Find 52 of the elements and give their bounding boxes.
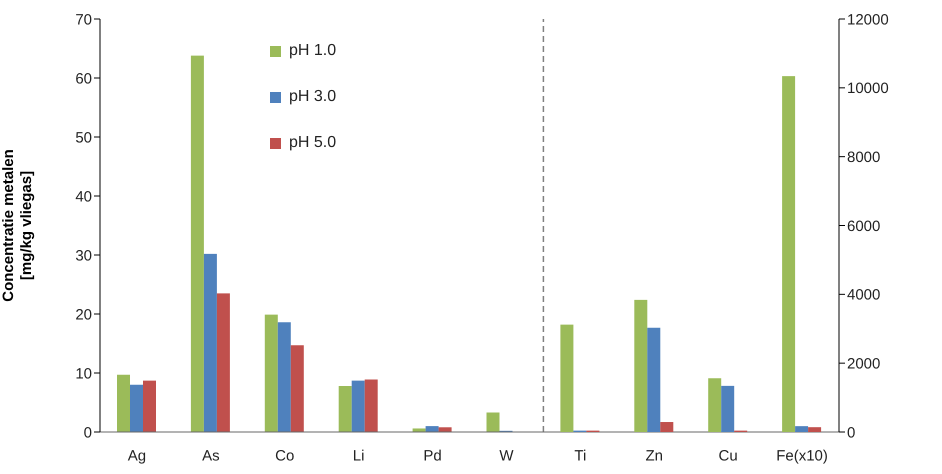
x-tick-label: Ti [574, 448, 586, 465]
bar [143, 380, 156, 432]
y2-tick-label: 12000 [847, 11, 889, 28]
x-tick-label: As [202, 448, 220, 465]
x-tick-label: Cu [718, 448, 738, 465]
y2-tick-label: 8000 [847, 148, 880, 166]
y-tick-label: 50 [75, 129, 92, 146]
bar [721, 386, 734, 432]
bar [338, 386, 352, 432]
x-tick-label: Li [352, 448, 364, 465]
y2-tick-label: 2000 [847, 355, 880, 372]
bar [782, 76, 796, 432]
y-tick-label: 70 [75, 11, 92, 28]
bar [808, 427, 822, 432]
y2-tick-label: 6000 [847, 218, 880, 235]
y-tick-label: 0 [84, 424, 92, 442]
x-tick-label: Ag [128, 448, 146, 465]
bar [264, 314, 278, 432]
bar [278, 322, 291, 432]
y-tick-label: 60 [75, 70, 92, 88]
x-tick-label: Co [275, 448, 294, 465]
bar [130, 384, 143, 432]
bar [190, 56, 204, 432]
y-tick-label: 10 [75, 365, 92, 382]
y-tick-label: 20 [75, 306, 92, 324]
y2-tick-label: 10000 [847, 80, 889, 98]
bar [647, 328, 660, 432]
bar [634, 300, 648, 432]
bar [290, 345, 304, 432]
y2-tick-label: 0 [847, 424, 856, 442]
y-axis-title: Concentratie metalen [mg/kg vliegas] [0, 149, 35, 302]
bar [117, 374, 130, 432]
bar [560, 324, 574, 432]
bar [352, 380, 365, 432]
bar [426, 426, 439, 432]
bar [486, 412, 500, 432]
legend-label: pH 3.0 [289, 88, 336, 106]
bar [660, 422, 674, 432]
x-tick-label: Pd [423, 448, 442, 465]
bar [795, 426, 808, 432]
x-tick-label: Fe(x10) [776, 448, 828, 465]
y2-tick-label: 4000 [847, 286, 880, 304]
legend-label: pH 1.0 [289, 42, 336, 60]
legend-label: pH 5.0 [289, 134, 336, 152]
x-tick-label: W [499, 448, 514, 465]
y-tick-label: 40 [75, 188, 92, 206]
y-tick-label: 30 [75, 247, 92, 264]
x-tick-label: Zn [645, 448, 664, 465]
bar [216, 293, 230, 432]
bar [204, 254, 217, 432]
bar [708, 378, 722, 432]
bar [364, 379, 378, 432]
